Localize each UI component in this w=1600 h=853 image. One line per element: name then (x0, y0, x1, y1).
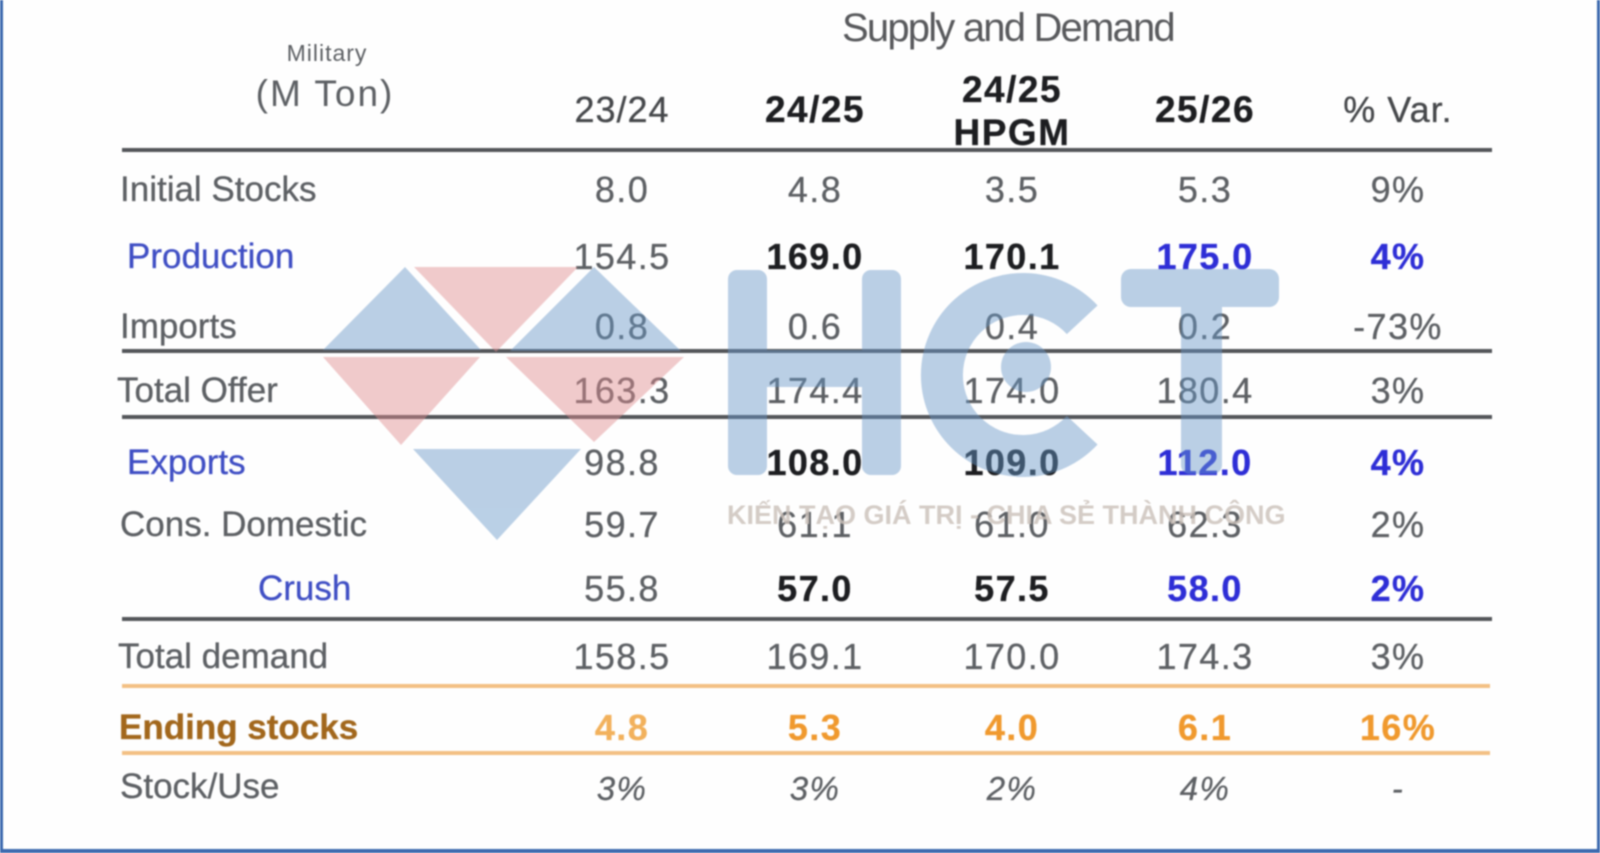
svg-text:KIẾN TẠO GIÁ TRỊ - CHIA SẺ THÀ: KIẾN TẠO GIÁ TRỊ - CHIA SẺ THÀNH CÔNG (727, 498, 1286, 530)
